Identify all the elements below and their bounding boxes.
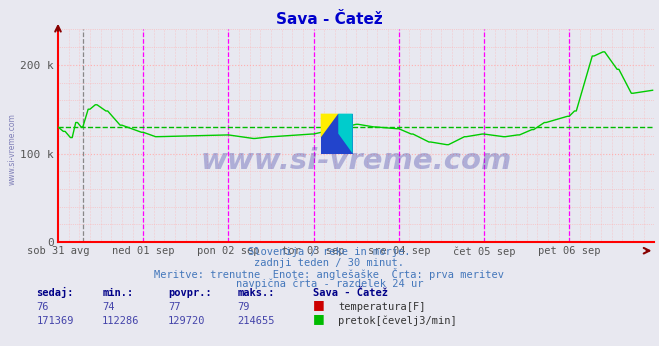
Text: 76: 76 (36, 302, 49, 312)
Text: 112286: 112286 (102, 316, 140, 326)
Text: zadnji teden / 30 minut.: zadnji teden / 30 minut. (254, 258, 405, 268)
Text: 129720: 129720 (168, 316, 206, 326)
Text: www.si-vreme.com: www.si-vreme.com (8, 113, 17, 185)
Text: maks.:: maks.: (237, 288, 275, 298)
Text: ■: ■ (313, 312, 325, 325)
Polygon shape (338, 113, 353, 154)
Text: 79: 79 (237, 302, 250, 312)
Text: navpična črta - razdelek 24 ur: navpična črta - razdelek 24 ur (236, 279, 423, 289)
Bar (321, 113, 353, 154)
Text: 77: 77 (168, 302, 181, 312)
Text: ■: ■ (313, 298, 325, 311)
Text: temperatura[F]: temperatura[F] (338, 302, 426, 312)
Text: 214655: 214655 (237, 316, 275, 326)
Text: Meritve: trenutne  Enote: anglešaške  Črta: prva meritev: Meritve: trenutne Enote: anglešaške Črta… (154, 268, 505, 280)
Text: Sava - Čatež: Sava - Čatež (276, 12, 383, 27)
Text: 74: 74 (102, 302, 115, 312)
Text: Sava - Čatež: Sava - Čatež (313, 288, 388, 298)
Text: povpr.:: povpr.: (168, 288, 212, 298)
Text: www.si-vreme.com: www.si-vreme.com (200, 147, 512, 175)
Text: 171369: 171369 (36, 316, 74, 326)
Text: sedaj:: sedaj: (36, 287, 74, 298)
Polygon shape (321, 113, 338, 138)
Text: min.:: min.: (102, 288, 133, 298)
Text: Slovenija / reke in morje.: Slovenija / reke in morje. (248, 247, 411, 257)
Text: pretok[čevelj3/min]: pretok[čevelj3/min] (338, 315, 457, 326)
